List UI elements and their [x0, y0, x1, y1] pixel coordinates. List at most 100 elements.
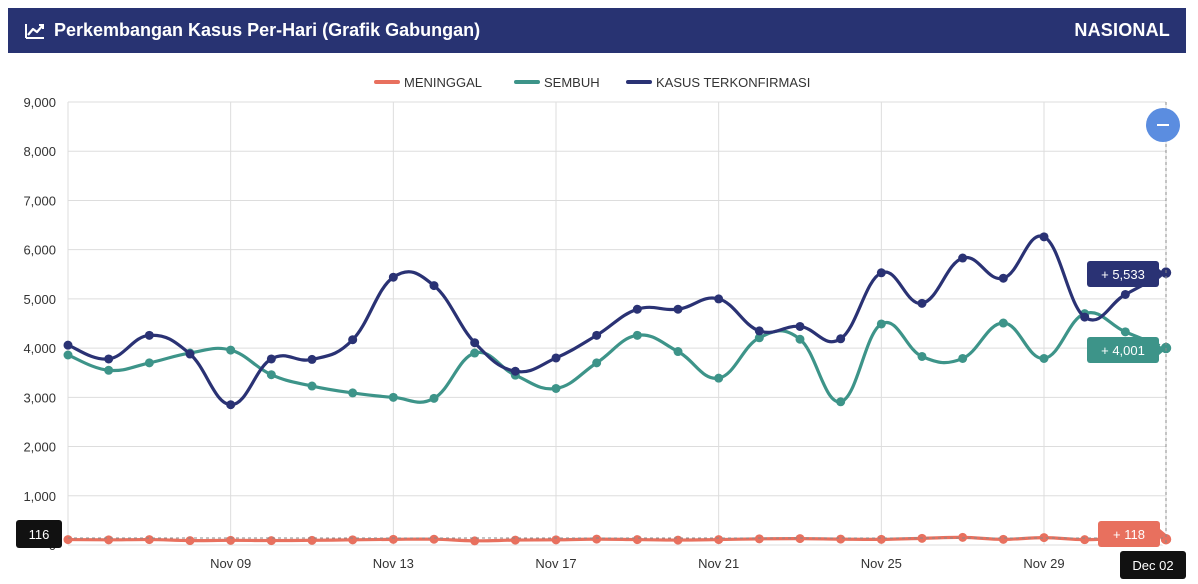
data-point [266, 536, 276, 546]
data-point [348, 535, 358, 545]
data-point [917, 351, 927, 361]
x-tick-label: Nov 09 [210, 556, 251, 571]
data-point [551, 353, 561, 363]
data-point [632, 330, 642, 340]
data-point [754, 333, 764, 343]
data-point [307, 535, 317, 545]
data-point [998, 534, 1008, 544]
data-point [1080, 535, 1090, 545]
data-point [470, 338, 480, 348]
series-line [67, 234, 1167, 407]
chart-header: Perkembangan Kasus Per-Hari (Grafik Gabu… [8, 8, 1186, 53]
data-point [958, 353, 968, 363]
data-point [592, 534, 602, 544]
data-point [1039, 533, 1049, 543]
zoom-out-button[interactable] [1146, 108, 1180, 142]
grid-layer [67, 101, 1167, 546]
data-point [714, 535, 724, 545]
data-point [1039, 232, 1049, 242]
data-point [836, 334, 846, 344]
data-point [470, 348, 480, 358]
data-point [673, 347, 683, 357]
data-point [632, 535, 642, 545]
tooltip-crosshair-value-bg [16, 520, 62, 548]
data-point [226, 345, 236, 355]
data-point [836, 397, 846, 407]
data-point [307, 381, 317, 391]
data-point [266, 354, 276, 364]
series-sembuh [63, 309, 1173, 407]
data-point [63, 340, 73, 350]
series-layer [63, 232, 1173, 546]
y-tick-label: 9,000 [23, 95, 56, 110]
legend-item: MENINGGAL [374, 75, 482, 90]
legend-label: KASUS TERKONFIRMASI [656, 75, 810, 90]
tooltip-date-bg [1120, 551, 1186, 579]
y-tick-label: 2,000 [23, 440, 56, 455]
data-point [673, 535, 683, 545]
data-point [998, 273, 1008, 283]
x-tick-label: Nov 25 [861, 556, 902, 571]
data-point [714, 373, 724, 383]
data-point [388, 272, 398, 282]
series-meninggal [63, 532, 1173, 546]
series-terkonfirmasi [63, 232, 1173, 410]
tooltip-meninggal: + 118 [1098, 521, 1166, 547]
data-point [958, 532, 968, 542]
x-tick-label: Nov 29 [1023, 556, 1064, 571]
data-point [1080, 312, 1090, 322]
tooltip-terkonfirmasi-bg [1087, 261, 1159, 287]
data-point [144, 358, 154, 368]
tooltip-sembuh: + 4,001 [1087, 337, 1165, 363]
data-point [388, 534, 398, 544]
data-point [795, 321, 805, 331]
legend-item: KASUS TERKONFIRMASI [626, 75, 810, 90]
x-tick-label: Nov 13 [373, 556, 414, 571]
data-point [104, 354, 114, 364]
data-point [836, 534, 846, 544]
data-point [1120, 289, 1130, 299]
y-tick-label: 3,000 [23, 390, 56, 405]
x-tick-label: Nov 17 [535, 556, 576, 571]
tooltip-date: Dec 02 [1120, 551, 1186, 579]
y-tick-label: 1,000 [23, 489, 56, 504]
axis-layer: 01,0002,0003,0004,0005,0006,0007,0008,00… [23, 95, 1064, 571]
tooltip-sembuh-pointer [1159, 345, 1165, 355]
data-point [429, 393, 439, 403]
overlay-layer: + 5,533 + 4,001 + 118 Dec 02 116 [16, 102, 1186, 579]
legend: MENINGGAL SEMBUH KASUS TERKONFIRMASI [374, 75, 810, 90]
data-point [63, 535, 73, 545]
data-point [876, 319, 886, 329]
data-point [429, 281, 439, 291]
data-point [307, 354, 317, 364]
data-point [1120, 327, 1130, 337]
data-point [551, 383, 561, 393]
tooltip-sembuh-text: + 4,001 [1101, 343, 1145, 358]
data-point [958, 253, 968, 263]
data-point [226, 535, 236, 545]
data-point [714, 294, 724, 304]
data-point [510, 366, 520, 376]
tooltip-terkonfirmasi: + 5,533 [1087, 261, 1165, 287]
data-point [998, 318, 1008, 328]
data-point [185, 536, 195, 546]
data-point [510, 535, 520, 545]
data-point [795, 534, 805, 544]
data-point [876, 534, 886, 544]
legend-label: SEMBUH [544, 75, 600, 90]
y-tick-label: 4,000 [23, 341, 56, 356]
y-tick-label: 8,000 [23, 144, 56, 159]
data-point [592, 330, 602, 340]
tooltip-meninggal-text: + 118 [1113, 527, 1145, 542]
tooltip-meninggal-bg [1098, 521, 1160, 547]
y-tick-label: 7,000 [23, 193, 56, 208]
data-point [185, 349, 195, 359]
data-point [104, 535, 114, 545]
data-point [144, 535, 154, 545]
x-tick-label: Nov 21 [698, 556, 739, 571]
tooltip-terkonfirmasi-text: + 5,533 [1101, 267, 1145, 282]
data-point [673, 304, 683, 314]
tooltip-crosshair-value: 116 [16, 520, 62, 548]
data-point [592, 358, 602, 368]
